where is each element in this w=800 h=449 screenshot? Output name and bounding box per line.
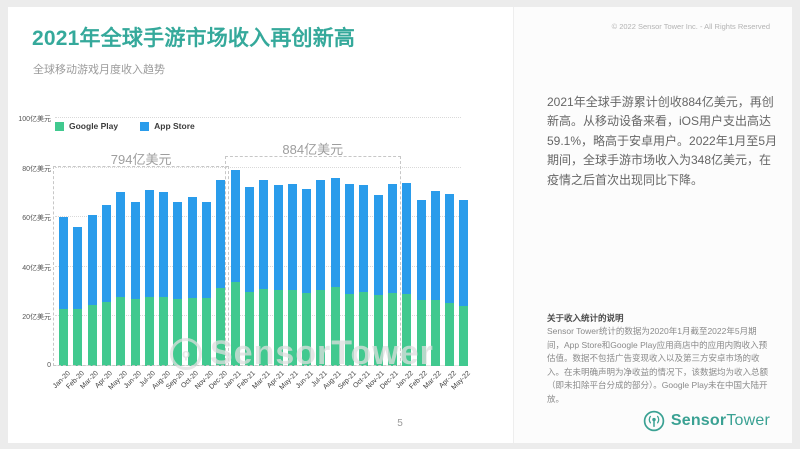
bar-segment (416, 199, 426, 301)
note-body: Sensor Tower统计的数据为2020年1月截至2022年5月期间，App… (547, 326, 769, 404)
y-tick-label: 0 (47, 362, 51, 369)
bar-segment (244, 187, 254, 292)
bar-segment (216, 287, 226, 366)
y-tick-label: 40亿美元 (22, 264, 51, 272)
text-panel: © 2022 Sensor Tower Inc. - All Rights Re… (513, 7, 792, 443)
bar-segment (187, 197, 197, 298)
bar-segment (144, 189, 154, 297)
bar-segment (173, 202, 183, 300)
logo-wordmark: SensorTower (670, 412, 770, 429)
bar-segment (73, 308, 83, 366)
y-tick-label: 20亿美元 (22, 314, 51, 322)
bar-segment (187, 297, 197, 366)
bar-segment (73, 227, 83, 309)
bar-segment (287, 183, 297, 291)
bar-segment (287, 290, 297, 366)
chart-panel: 2021年全球手游市场收入再创新高 全球移动游戏月度收入趋势 Google Pl… (8, 7, 513, 443)
gridline (55, 166, 461, 168)
chart-subtitle: 全球移动游戏月度收入趋势 (33, 64, 165, 76)
bar-segment (101, 204, 111, 302)
sensor-tower-logo-icon (643, 410, 665, 432)
bar-segment (116, 296, 126, 366)
bar-segment (373, 194, 383, 296)
y-tick-label: 100亿美元 (18, 116, 51, 123)
bar-segment (116, 192, 126, 297)
bar-segment (87, 214, 97, 306)
report-slide: 2021年全球手游市场收入再创新高 全球移动游戏月度收入趋势 Google Pl… (8, 7, 792, 443)
bar-segment (101, 301, 111, 366)
gridline (55, 117, 461, 118)
app-store-swatch (140, 121, 150, 131)
bar-segment (430, 191, 440, 301)
bar-segment (316, 180, 326, 291)
y-tick-label: 80亿美元 (22, 165, 51, 173)
bar-segment (373, 295, 383, 366)
bar-segment (244, 291, 254, 366)
bar-segment (273, 290, 283, 366)
bar-segment (445, 193, 455, 303)
bar-segment (202, 297, 211, 366)
bar-segment (87, 305, 97, 366)
annotation-box (224, 156, 401, 366)
y-tick-label: 60亿美元 (22, 215, 51, 223)
bar-segment (430, 300, 440, 366)
legend-item-google-play: Google Play (55, 121, 118, 131)
gridline (55, 265, 461, 267)
bar-segment (316, 290, 326, 366)
bar-segment (459, 306, 469, 366)
legend-label: App Store (154, 121, 195, 131)
bar-segment (144, 296, 154, 366)
page-number: 5 (397, 418, 403, 429)
gridline (55, 216, 461, 218)
annotation-box (53, 166, 230, 366)
bar-segment (445, 302, 455, 366)
bar-segment (402, 182, 412, 295)
legend-item-app-store: App Store (140, 121, 195, 131)
chart-legend: Google Play App Store (55, 121, 195, 131)
bar-segment (302, 292, 312, 366)
bar-segment (345, 183, 354, 295)
bar-segment (387, 292, 397, 366)
google-play-swatch (55, 121, 64, 131)
copyright-line: © 2022 Sensor Tower Inc. - All Rights Re… (611, 22, 770, 31)
bar-segment (459, 199, 469, 307)
annotation-label: 794亿美元 (110, 152, 172, 168)
bar-segment (216, 180, 226, 288)
bar-segment (159, 192, 169, 297)
bar-segment (387, 183, 397, 293)
bar-segment (402, 294, 412, 366)
bar-segment (59, 308, 68, 366)
legend-label: Google Play (69, 121, 119, 131)
bar-segment (259, 289, 269, 366)
note-title: 关于收入统计的说明 (547, 313, 624, 323)
bar-segment (359, 184, 369, 292)
bar-segment (59, 217, 68, 309)
bar-segment (173, 299, 183, 366)
bar-segment (302, 188, 312, 293)
bar-segment (159, 296, 169, 366)
bar-segment (130, 299, 140, 366)
bar-segment (230, 170, 240, 282)
annotation-label: 884亿美元 (282, 142, 344, 158)
bar-segment (230, 281, 240, 366)
bar-segment (416, 300, 426, 366)
summary-paragraph: 2021年全球手游累计创收884亿美元，再创新高。从移动设备来看，iOS用户支出… (547, 95, 778, 187)
x-axis-labels: Jan-20 Feb-20 Mar-20 Apr-20 May-20 Jun-20 Jul-… (51, 370, 471, 410)
bar-segment (202, 202, 211, 298)
bar-segment (359, 291, 369, 366)
bar-segment (273, 184, 283, 291)
bar-segment (330, 177, 340, 287)
bar-segment (259, 180, 269, 290)
sensor-tower-logo: SensorTower (643, 410, 770, 432)
page-title: 2021年全球手游市场收入再创新高 (32, 27, 356, 50)
gridline (55, 315, 461, 317)
bar-segment (130, 202, 140, 300)
bar-segment (345, 294, 354, 366)
bar-segment (330, 286, 340, 366)
